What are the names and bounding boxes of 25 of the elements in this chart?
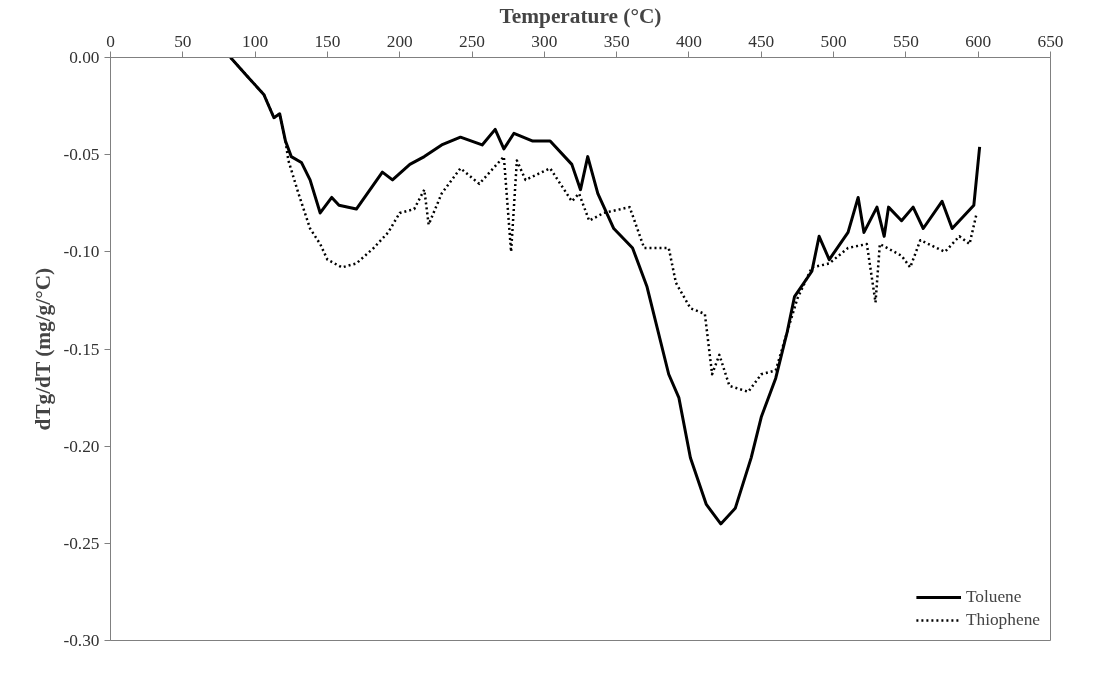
y-tick-label: -0.05 (63, 145, 100, 165)
x-tick-label: 350 (603, 31, 630, 51)
x-tick-label: 0 (106, 31, 115, 51)
y-tick-label: 0.00 (69, 48, 100, 67)
x-tick-label: 650 (1037, 31, 1064, 51)
x-axis-title: Temperature (°C) (499, 3, 662, 28)
x-tick-label: 250 (459, 31, 486, 51)
y-tick-label: -0.20 (63, 436, 100, 456)
x-tick-label: 200 (386, 31, 413, 51)
x-tick-label: 450 (748, 31, 775, 51)
legend-label: Toluene (965, 587, 1022, 607)
y-tick-label: -0.15 (63, 339, 100, 359)
y-tick-label: -0.30 (63, 631, 100, 650)
x-tick-label: 50 (174, 31, 192, 51)
y-tick-label: -0.25 (63, 533, 100, 553)
x-tick-label: 150 (314, 31, 341, 51)
x-tick-label: 500 (820, 31, 847, 51)
legend-label: Thiophene (965, 610, 1040, 630)
x-tick-label: 100 (242, 31, 269, 51)
y-tick-label: -0.10 (63, 242, 100, 262)
x-tick-label: 550 (892, 31, 919, 51)
y-axis-title: dTg/dT (mg/g/°C) (31, 267, 56, 431)
x-tick-label: 300 (531, 31, 558, 51)
x-tick-label: 600 (965, 31, 992, 51)
x-tick-label: 400 (675, 31, 702, 51)
